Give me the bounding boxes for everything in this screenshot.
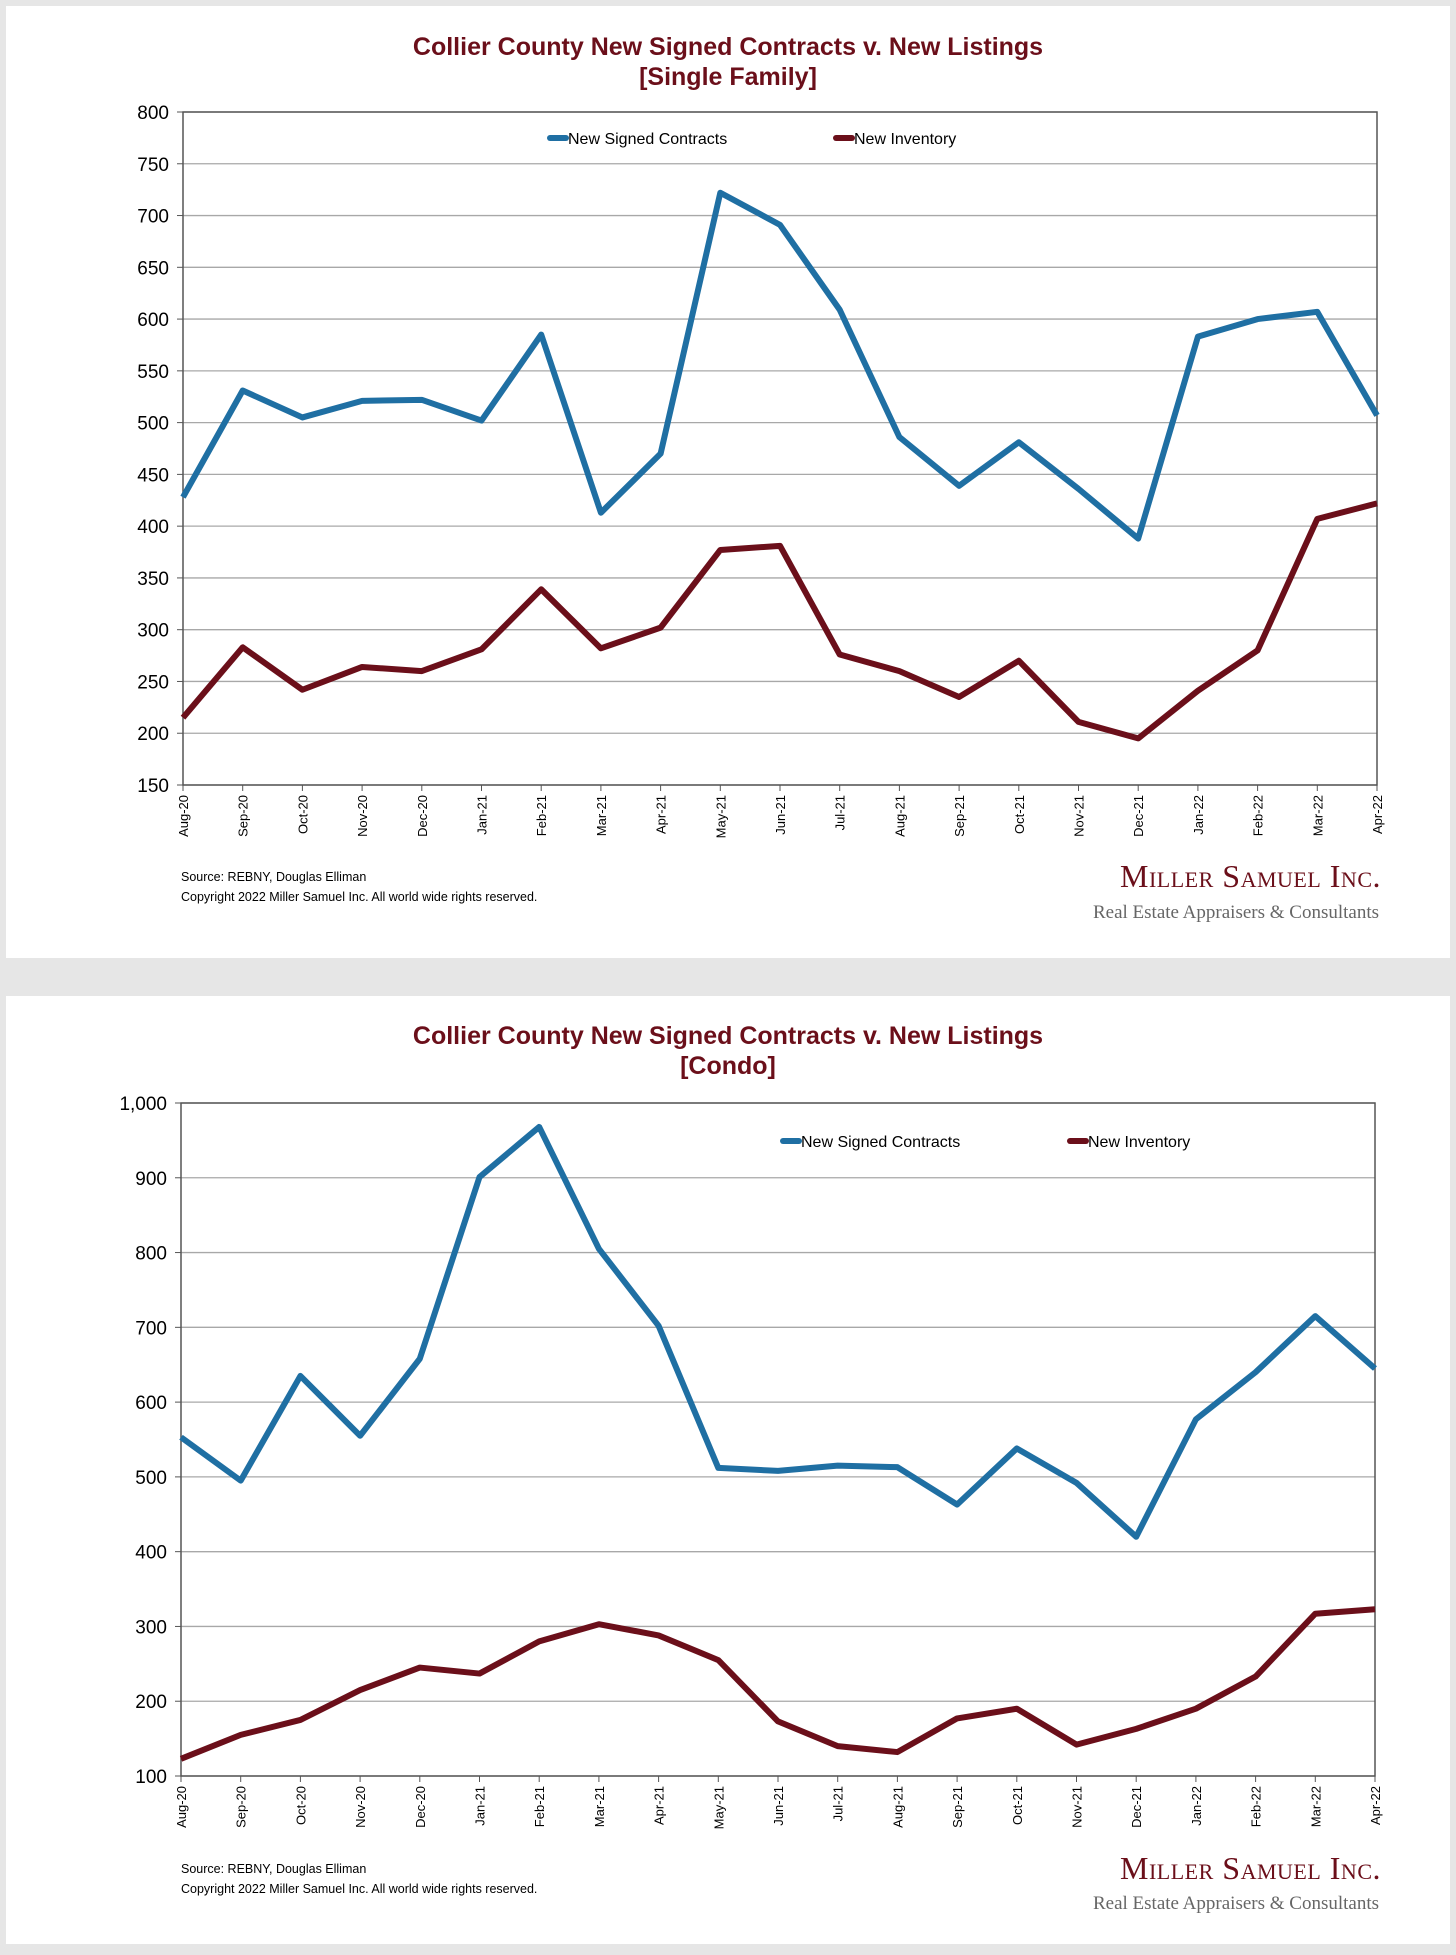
x-tick-label: May-21 (713, 795, 728, 838)
x-tick-label: Jan-22 (1191, 795, 1206, 835)
copyright-note: Copyright 2022 Miller Samuel Inc. All wo… (181, 1882, 538, 1896)
y-tick-label: 400 (137, 517, 169, 538)
chart-title: Collier County New Signed Contracts v. N… (412, 1022, 1044, 1050)
y-tick-label: 500 (137, 414, 169, 435)
y-tick-label: 350 (137, 569, 169, 590)
x-tick-label: Feb-21 (534, 795, 549, 836)
series-line-new-inventory (180, 500, 1378, 742)
chart-subtitle: [Condo] (680, 1052, 776, 1080)
chart-subtitle: [Single Family] (639, 63, 817, 91)
x-tick-label: Feb-21 (532, 1786, 547, 1827)
x-tick-label: Sep-20 (236, 795, 251, 837)
y-tick-label: 550 (137, 362, 169, 383)
x-tick-label: Sep-21 (952, 795, 967, 837)
x-tick-label: Mar-21 (594, 795, 609, 836)
x-tick-label: Aug-21 (892, 795, 907, 837)
x-tick-label: Sep-21 (950, 1786, 965, 1828)
x-tick-label: Nov-21 (1072, 795, 1087, 837)
x-tick-label: Mar-22 (1308, 1786, 1323, 1827)
logo-name: Miller Samuel Inc. (1120, 858, 1381, 894)
y-tick-label: 300 (137, 621, 169, 642)
x-tick-label: Aug-20 (174, 1786, 189, 1828)
logo-name: Miller Samuel Inc. (1120, 1850, 1381, 1886)
x-tick-label: Dec-21 (1131, 795, 1146, 837)
y-tick-label: 200 (135, 1692, 167, 1713)
x-tick-label: Dec-20 (415, 795, 430, 837)
y-tick-label: 900 (135, 1169, 167, 1190)
x-tick-label: Jun-21 (773, 795, 788, 835)
y-tick-label: 600 (137, 310, 169, 331)
y-tick-label: 1,000 (119, 1094, 167, 1115)
x-tick-label: Apr-22 (1370, 795, 1385, 834)
y-tick-label: 300 (135, 1617, 167, 1638)
x-tick-label: Nov-21 (1070, 1786, 1085, 1828)
y-tick-label: 700 (137, 207, 169, 228)
y-tick-label: 700 (135, 1318, 167, 1339)
x-tick-label: Feb-22 (1249, 1786, 1264, 1827)
x-tick-label: Jan-22 (1189, 1786, 1204, 1826)
x-tick-label: Dec-21 (1129, 1786, 1144, 1828)
x-tick-label: Oct-21 (1010, 1786, 1025, 1825)
y-tick-label: 400 (135, 1543, 167, 1564)
legend-label: New Signed Contracts (568, 131, 727, 148)
y-tick-label: 150 (137, 776, 169, 797)
y-tick-label: 750 (137, 155, 169, 176)
x-tick-label: Apr-21 (652, 1786, 667, 1825)
x-tick-label: Aug-20 (176, 795, 191, 837)
logo-tagline: Real Estate Appraisers & Consultants (1092, 1893, 1379, 1914)
y-tick-label: 800 (137, 103, 169, 124)
x-tick-label: Sep-20 (234, 1786, 249, 1828)
x-tick-label: Jan-21 (475, 795, 490, 835)
legend-label: New Signed Contracts (801, 1134, 960, 1151)
x-tick-label: Oct-21 (1012, 795, 1027, 834)
y-tick-label: 100 (135, 1767, 167, 1788)
plot-area (182, 111, 1378, 786)
copyright-note: Copyright 2022 Miller Samuel Inc. All wo… (181, 890, 538, 904)
chart-title: Collier County New Signed Contracts v. N… (412, 33, 1044, 61)
x-tick-label: Nov-20 (355, 795, 370, 837)
x-tick-label: Jul-21 (831, 1786, 846, 1821)
x-tick-label: Nov-20 (353, 1786, 368, 1828)
x-tick-label: Jul-21 (833, 795, 848, 830)
y-tick-label: 800 (135, 1244, 167, 1265)
x-tick-label: May-21 (711, 1786, 726, 1829)
legend-label: New Inventory (1088, 1134, 1190, 1151)
y-tick-label: 500 (135, 1468, 167, 1489)
y-tick-label: 200 (137, 724, 169, 745)
x-tick-label: Mar-21 (592, 1786, 607, 1827)
x-tick-label: Oct-20 (295, 795, 310, 834)
x-tick-label: Jan-21 (473, 1786, 488, 1826)
x-tick-label: Feb-22 (1251, 795, 1266, 836)
series-line-new-inventory (179, 1606, 1376, 1762)
single-family-panel (6, 6, 1450, 958)
series-line-new-signed-contracts (180, 189, 1380, 542)
x-tick-label: Dec-20 (413, 1786, 428, 1828)
y-tick-label: 250 (137, 672, 169, 693)
x-tick-label: Oct-20 (293, 1786, 308, 1825)
logo-tagline: Real Estate Appraisers & Consultants (1092, 902, 1379, 923)
x-tick-label: Jun-21 (771, 1786, 786, 1826)
x-tick-label: Aug-21 (890, 1786, 905, 1828)
source-note: Source: REBNY, Douglas Elliman (181, 1862, 367, 1876)
source-note: Source: REBNY, Douglas Elliman (181, 870, 367, 884)
x-tick-label: Apr-21 (654, 795, 669, 834)
y-tick-label: 450 (137, 465, 169, 486)
y-tick-label: 650 (137, 258, 169, 279)
series-line-new-signed-contracts (179, 1123, 1377, 1540)
x-tick-label: Apr-22 (1368, 1786, 1383, 1825)
legend-label: New Inventory (854, 131, 956, 148)
plot-area (180, 1102, 1376, 1777)
y-tick-label: 600 (135, 1393, 167, 1414)
x-tick-label: Mar-22 (1310, 795, 1325, 836)
